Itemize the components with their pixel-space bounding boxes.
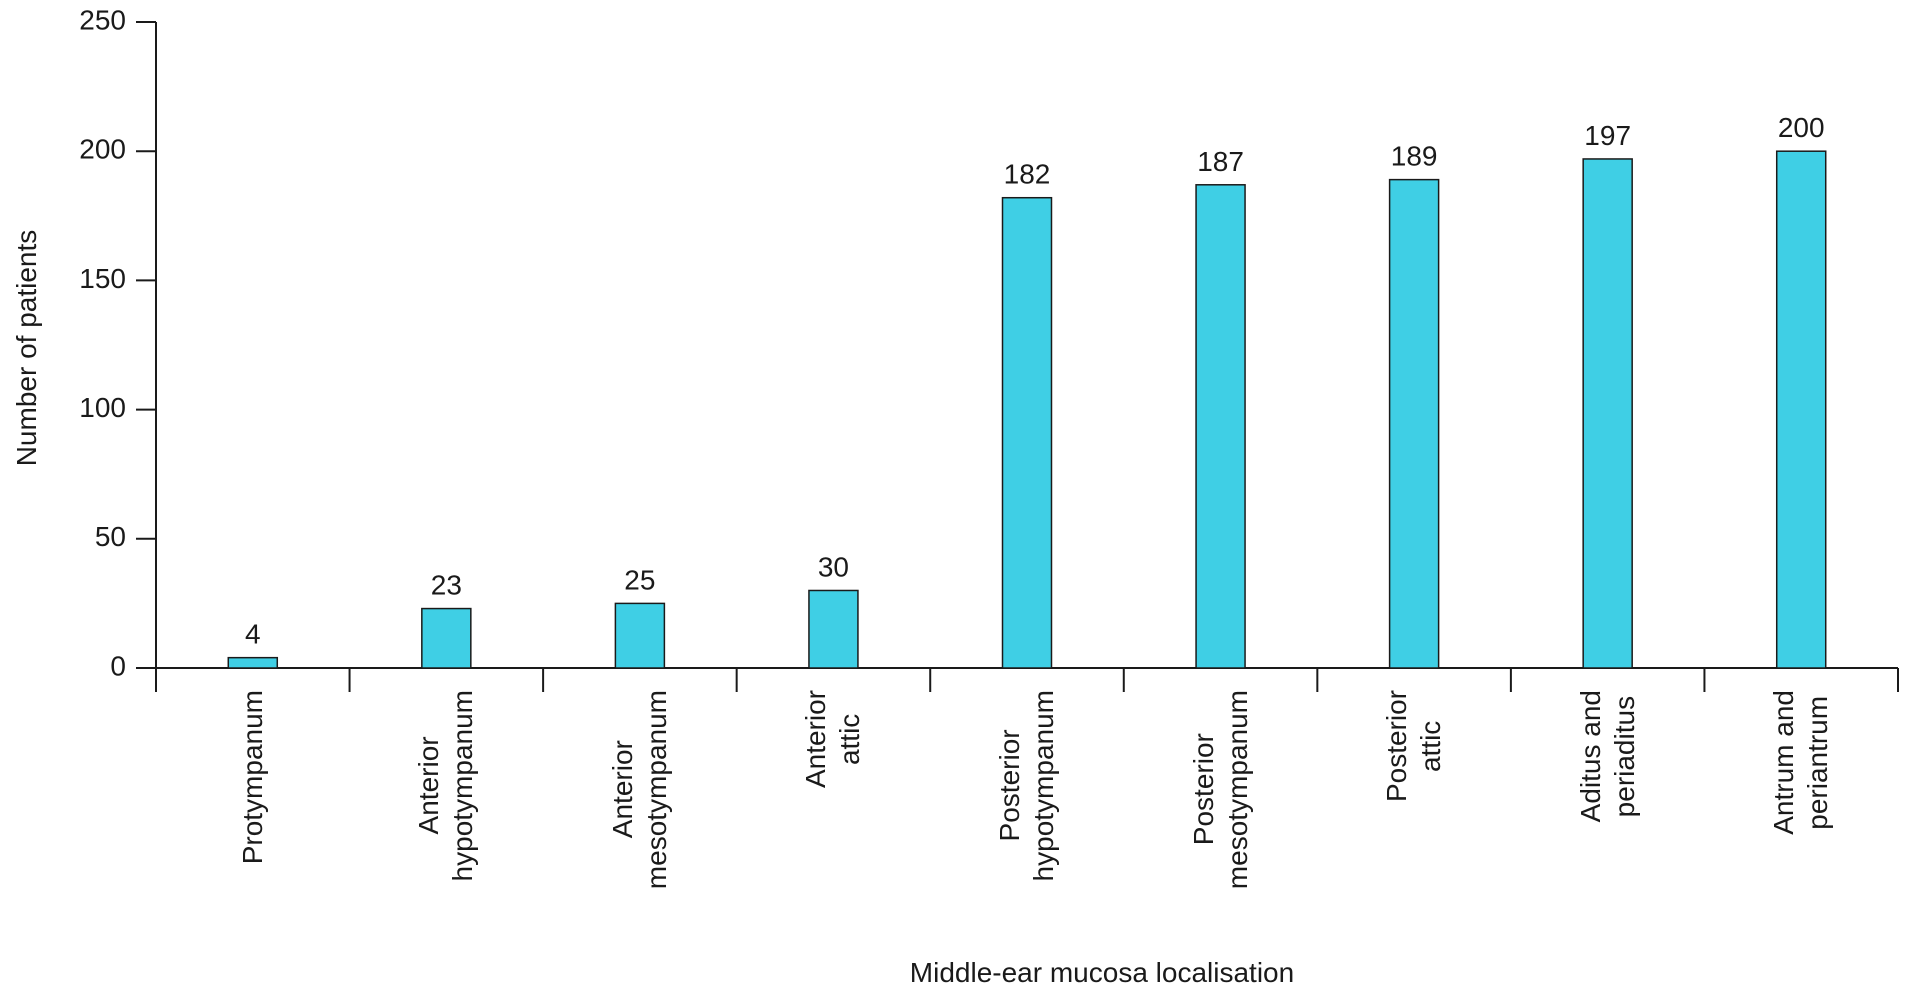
bar: [227, 656, 279, 669]
y-tick-label: 150: [79, 263, 126, 294]
bar: [1001, 196, 1053, 669]
x-tick-label: Posterior hypotympanum: [994, 690, 1059, 882]
value-label: 23: [431, 570, 462, 601]
x-tick-label: Antrum and periantrum: [1768, 690, 1834, 835]
bar: [421, 607, 472, 669]
bar: [614, 602, 666, 669]
value-label: 30: [818, 551, 849, 582]
x-axis-title: Middle-ear mucosa localisation: [909, 957, 1295, 988]
y-axis-title: Number of patients: [11, 229, 42, 467]
x-tick-label: Posterior mesotympanum: [1187, 690, 1253, 890]
bar: [1775, 150, 1827, 669]
bar: [1195, 184, 1246, 669]
value-label: 187: [1197, 146, 1244, 177]
x-tick-label: Aditus and periaditus: [1574, 690, 1640, 823]
x-tick-label: Protympanum: [236, 690, 268, 865]
y-tick-label: 250: [79, 4, 126, 35]
value-label: 4: [245, 619, 261, 650]
value-label: 182: [1004, 159, 1051, 190]
bar: [1388, 178, 1440, 669]
value-label: 197: [1584, 120, 1631, 151]
value-label: 189: [1391, 141, 1438, 172]
y-tick-label: 0: [110, 650, 126, 681]
y-tick-label: 100: [79, 392, 126, 423]
y-tick-label: 50: [95, 521, 126, 552]
bar: [808, 589, 859, 669]
value-label: 25: [624, 564, 655, 595]
x-tick-label: Anterior attic: [800, 690, 866, 789]
x-tick-label: Anterior mesotympanum: [606, 690, 672, 890]
bar: [1582, 158, 1633, 669]
y-tick-label: 200: [79, 134, 126, 165]
value-label: 200: [1778, 112, 1825, 143]
x-tick-label: Anterior hypotympanum: [413, 690, 479, 882]
x-tick-label: Posterior attic: [1381, 690, 1447, 803]
